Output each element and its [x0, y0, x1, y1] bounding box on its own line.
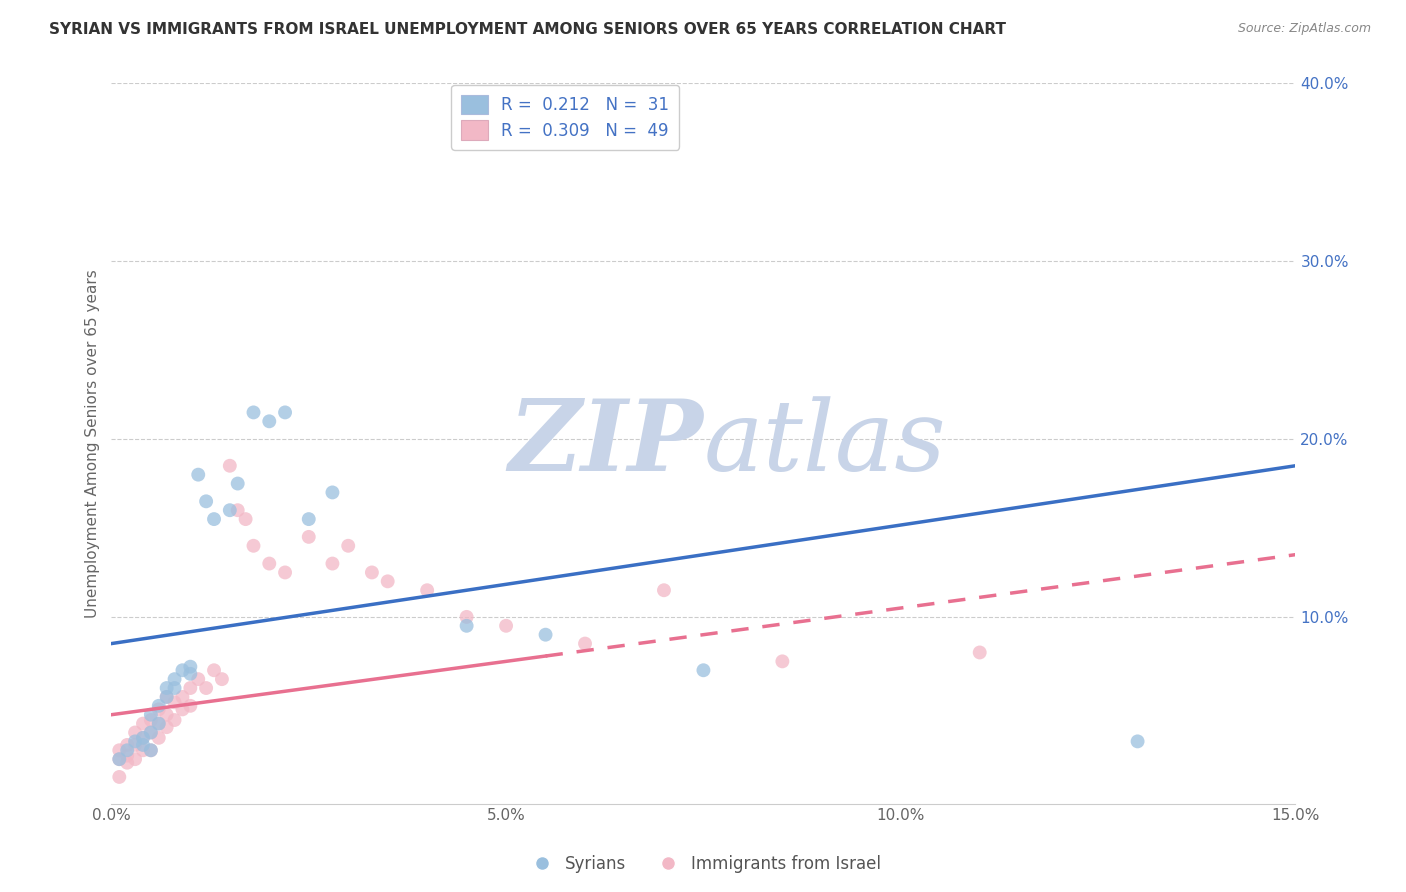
Point — [132, 743, 155, 757]
Point — [692, 663, 714, 677]
Point — [132, 731, 155, 745]
Point — [132, 731, 155, 745]
Point — [115, 738, 138, 752]
Point — [321, 485, 343, 500]
Point — [139, 725, 162, 739]
Point — [124, 725, 146, 739]
Point — [148, 698, 170, 713]
Point — [226, 503, 249, 517]
Point — [124, 734, 146, 748]
Point — [534, 628, 557, 642]
Text: ZIP: ZIP — [509, 395, 703, 491]
Point — [195, 494, 218, 508]
Point — [202, 663, 225, 677]
Point — [132, 716, 155, 731]
Point — [139, 713, 162, 727]
Point — [148, 716, 170, 731]
Point — [139, 707, 162, 722]
Point — [187, 467, 209, 482]
Point — [156, 720, 179, 734]
Point — [770, 654, 793, 668]
Point — [195, 681, 218, 695]
Point — [179, 659, 201, 673]
Point — [416, 583, 439, 598]
Point — [108, 752, 131, 766]
Point — [259, 557, 281, 571]
Point — [1126, 734, 1149, 748]
Point — [969, 645, 991, 659]
Point — [298, 512, 321, 526]
Point — [377, 574, 399, 589]
Point — [298, 530, 321, 544]
Point — [163, 681, 186, 695]
Point — [211, 672, 233, 686]
Point — [274, 566, 297, 580]
Point — [115, 748, 138, 763]
Point — [179, 666, 201, 681]
Point — [115, 756, 138, 770]
Point — [202, 512, 225, 526]
Point — [115, 743, 138, 757]
Point — [495, 619, 517, 633]
Point — [361, 566, 384, 580]
Point — [456, 610, 478, 624]
Point — [172, 702, 194, 716]
Point — [187, 672, 209, 686]
Point — [156, 681, 179, 695]
Point — [124, 738, 146, 752]
Point — [179, 698, 201, 713]
Point — [108, 743, 131, 757]
Point — [108, 752, 131, 766]
Point — [321, 557, 343, 571]
Point — [108, 770, 131, 784]
Point — [218, 458, 240, 473]
Point — [235, 512, 257, 526]
Text: Source: ZipAtlas.com: Source: ZipAtlas.com — [1237, 22, 1371, 36]
Point — [179, 681, 201, 695]
Point — [124, 752, 146, 766]
Text: atlas: atlas — [703, 396, 946, 491]
Point — [456, 619, 478, 633]
Point — [148, 731, 170, 745]
Point — [242, 405, 264, 419]
Point — [156, 690, 179, 704]
Point — [132, 738, 155, 752]
Point — [574, 637, 596, 651]
Point — [163, 695, 186, 709]
Point — [148, 716, 170, 731]
Point — [163, 713, 186, 727]
Point — [139, 743, 162, 757]
Legend: Syrians, Immigrants from Israel: Syrians, Immigrants from Israel — [519, 848, 887, 880]
Text: SYRIAN VS IMMIGRANTS FROM ISRAEL UNEMPLOYMENT AMONG SENIORS OVER 65 YEARS CORREL: SYRIAN VS IMMIGRANTS FROM ISRAEL UNEMPLO… — [49, 22, 1007, 37]
Point — [652, 583, 675, 598]
Point — [172, 690, 194, 704]
Point — [156, 690, 179, 704]
Point — [274, 405, 297, 419]
Point — [148, 702, 170, 716]
Point — [337, 539, 360, 553]
Point — [139, 743, 162, 757]
Point — [139, 725, 162, 739]
Legend: R =  0.212   N =  31, R =  0.309   N =  49: R = 0.212 N = 31, R = 0.309 N = 49 — [451, 85, 679, 150]
Point — [156, 707, 179, 722]
Point — [172, 663, 194, 677]
Point — [226, 476, 249, 491]
Point — [163, 672, 186, 686]
Point — [218, 503, 240, 517]
Point — [259, 414, 281, 428]
Y-axis label: Unemployment Among Seniors over 65 years: Unemployment Among Seniors over 65 years — [86, 269, 100, 618]
Point — [242, 539, 264, 553]
